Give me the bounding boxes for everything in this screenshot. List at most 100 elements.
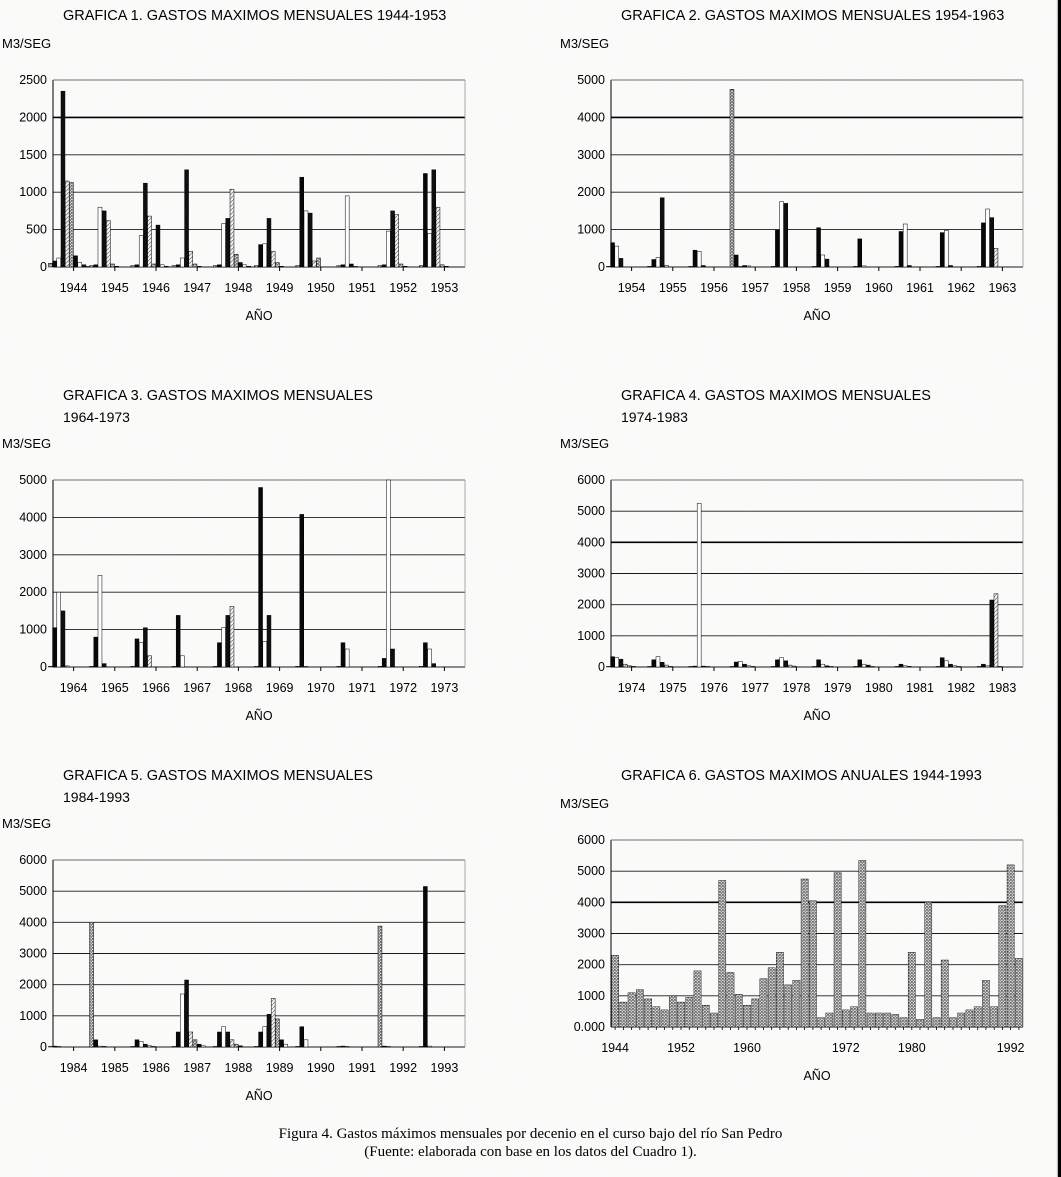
svg-text:1946: 1946 bbox=[142, 281, 170, 295]
svg-text:1977: 1977 bbox=[741, 681, 769, 695]
svg-text:1975: 1975 bbox=[659, 681, 687, 695]
svg-text:1958: 1958 bbox=[782, 281, 810, 295]
svg-text:1989: 1989 bbox=[266, 1061, 294, 1075]
svg-text:1971: 1971 bbox=[348, 681, 376, 695]
svg-text:6000: 6000 bbox=[19, 853, 47, 867]
svg-text:1982: 1982 bbox=[947, 681, 975, 695]
svg-text:1952: 1952 bbox=[667, 1041, 695, 1055]
svg-text:1972: 1972 bbox=[389, 681, 417, 695]
svg-text:1000: 1000 bbox=[19, 185, 47, 199]
svg-text:1976: 1976 bbox=[700, 681, 728, 695]
svg-text:1964: 1964 bbox=[60, 681, 88, 695]
svg-text:1984: 1984 bbox=[60, 1061, 88, 1075]
svg-text:1951: 1951 bbox=[348, 281, 376, 295]
svg-text:1954: 1954 bbox=[618, 281, 646, 295]
svg-text:1992: 1992 bbox=[997, 1041, 1025, 1055]
svg-text:3000: 3000 bbox=[19, 548, 47, 562]
svg-text:5000: 5000 bbox=[577, 73, 605, 87]
svg-text:1990: 1990 bbox=[307, 1061, 335, 1075]
svg-text:1993: 1993 bbox=[430, 1061, 458, 1075]
svg-text:2000: 2000 bbox=[577, 598, 605, 612]
svg-text:0: 0 bbox=[40, 260, 47, 274]
svg-text:AÑO: AÑO bbox=[803, 309, 830, 323]
svg-text:2500: 2500 bbox=[19, 73, 47, 87]
svg-text:1947: 1947 bbox=[183, 281, 211, 295]
svg-text:5000: 5000 bbox=[19, 884, 47, 898]
svg-text:2000: 2000 bbox=[19, 585, 47, 599]
svg-text:2000: 2000 bbox=[577, 185, 605, 199]
svg-text:1981: 1981 bbox=[906, 681, 934, 695]
svg-text:1945: 1945 bbox=[101, 281, 129, 295]
svg-text:1966: 1966 bbox=[142, 681, 170, 695]
svg-text:1944: 1944 bbox=[601, 1041, 629, 1055]
svg-text:1500: 1500 bbox=[19, 148, 47, 162]
svg-text:1000: 1000 bbox=[577, 223, 605, 237]
svg-text:5000: 5000 bbox=[577, 504, 605, 518]
svg-text:500: 500 bbox=[26, 223, 47, 237]
svg-text:3000: 3000 bbox=[577, 567, 605, 581]
svg-text:1973: 1973 bbox=[430, 681, 458, 695]
svg-text:4000: 4000 bbox=[19, 510, 47, 524]
svg-text:5000: 5000 bbox=[19, 473, 47, 487]
svg-text:0.000: 0.000 bbox=[574, 1020, 605, 1034]
svg-text:1980: 1980 bbox=[865, 681, 893, 695]
svg-text:0: 0 bbox=[40, 660, 47, 674]
svg-text:1000: 1000 bbox=[577, 629, 605, 643]
svg-text:AÑO: AÑO bbox=[803, 709, 830, 723]
svg-text:1983: 1983 bbox=[988, 681, 1016, 695]
svg-text:3000: 3000 bbox=[577, 148, 605, 162]
svg-text:1980: 1980 bbox=[898, 1041, 926, 1055]
svg-text:1960: 1960 bbox=[733, 1041, 761, 1055]
svg-text:3000: 3000 bbox=[577, 927, 605, 941]
svg-text:AÑO: AÑO bbox=[245, 309, 272, 323]
svg-text:1950: 1950 bbox=[307, 281, 335, 295]
svg-text:2000: 2000 bbox=[19, 110, 47, 124]
svg-text:2000: 2000 bbox=[577, 958, 605, 972]
svg-text:1957: 1957 bbox=[741, 281, 769, 295]
svg-text:4000: 4000 bbox=[577, 535, 605, 549]
svg-text:6000: 6000 bbox=[577, 833, 605, 847]
svg-text:1972: 1972 bbox=[832, 1041, 860, 1055]
svg-text:1959: 1959 bbox=[824, 281, 852, 295]
svg-text:1987: 1987 bbox=[183, 1061, 211, 1075]
svg-text:1949: 1949 bbox=[266, 281, 294, 295]
svg-text:6000: 6000 bbox=[577, 473, 605, 487]
svg-text:1960: 1960 bbox=[865, 281, 893, 295]
svg-text:0: 0 bbox=[40, 1040, 47, 1054]
svg-text:1968: 1968 bbox=[224, 681, 252, 695]
svg-text:1961: 1961 bbox=[906, 281, 934, 295]
svg-text:1965: 1965 bbox=[101, 681, 129, 695]
svg-text:4000: 4000 bbox=[19, 915, 47, 929]
svg-text:1000: 1000 bbox=[19, 1009, 47, 1023]
svg-text:1963: 1963 bbox=[988, 281, 1016, 295]
svg-text:1969: 1969 bbox=[266, 681, 294, 695]
svg-text:1974: 1974 bbox=[618, 681, 646, 695]
svg-text:4000: 4000 bbox=[577, 110, 605, 124]
svg-text:1953: 1953 bbox=[430, 281, 458, 295]
svg-text:1991: 1991 bbox=[348, 1061, 376, 1075]
svg-text:1956: 1956 bbox=[700, 281, 728, 295]
svg-text:0: 0 bbox=[598, 660, 605, 674]
svg-text:4000: 4000 bbox=[577, 895, 605, 909]
svg-text:1986: 1986 bbox=[142, 1061, 170, 1075]
svg-text:AÑO: AÑO bbox=[803, 1069, 830, 1083]
svg-text:1970: 1970 bbox=[307, 681, 335, 695]
svg-text:1952: 1952 bbox=[389, 281, 417, 295]
svg-text:2000: 2000 bbox=[19, 978, 47, 992]
svg-text:1955: 1955 bbox=[659, 281, 687, 295]
svg-text:5000: 5000 bbox=[577, 864, 605, 878]
svg-text:1967: 1967 bbox=[183, 681, 211, 695]
svg-text:1962: 1962 bbox=[947, 281, 975, 295]
svg-text:1988: 1988 bbox=[224, 1061, 252, 1075]
svg-text:1000: 1000 bbox=[19, 623, 47, 637]
svg-text:1979: 1979 bbox=[824, 681, 852, 695]
svg-text:1992: 1992 bbox=[389, 1061, 417, 1075]
svg-text:0: 0 bbox=[598, 260, 605, 274]
svg-text:1978: 1978 bbox=[782, 681, 810, 695]
svg-text:1985: 1985 bbox=[101, 1061, 129, 1075]
svg-text:1000: 1000 bbox=[577, 989, 605, 1003]
svg-text:AÑO: AÑO bbox=[245, 709, 272, 723]
svg-text:1944: 1944 bbox=[60, 281, 88, 295]
svg-text:3000: 3000 bbox=[19, 947, 47, 961]
svg-text:1948: 1948 bbox=[224, 281, 252, 295]
